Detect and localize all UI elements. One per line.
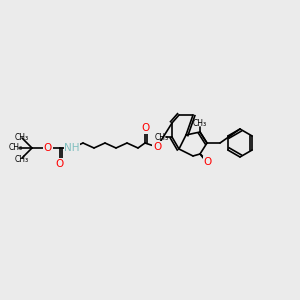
Text: O: O xyxy=(153,142,161,152)
Text: CH₃: CH₃ xyxy=(193,119,207,128)
Text: O: O xyxy=(204,157,212,167)
Text: CH₃: CH₃ xyxy=(15,133,29,142)
Text: O: O xyxy=(141,123,149,133)
Text: CH₃: CH₃ xyxy=(15,154,29,164)
Text: O: O xyxy=(56,159,64,169)
Text: CH₃: CH₃ xyxy=(155,133,169,142)
Text: O: O xyxy=(44,143,52,153)
Text: CH₃: CH₃ xyxy=(9,143,23,152)
Text: NH: NH xyxy=(64,143,80,153)
